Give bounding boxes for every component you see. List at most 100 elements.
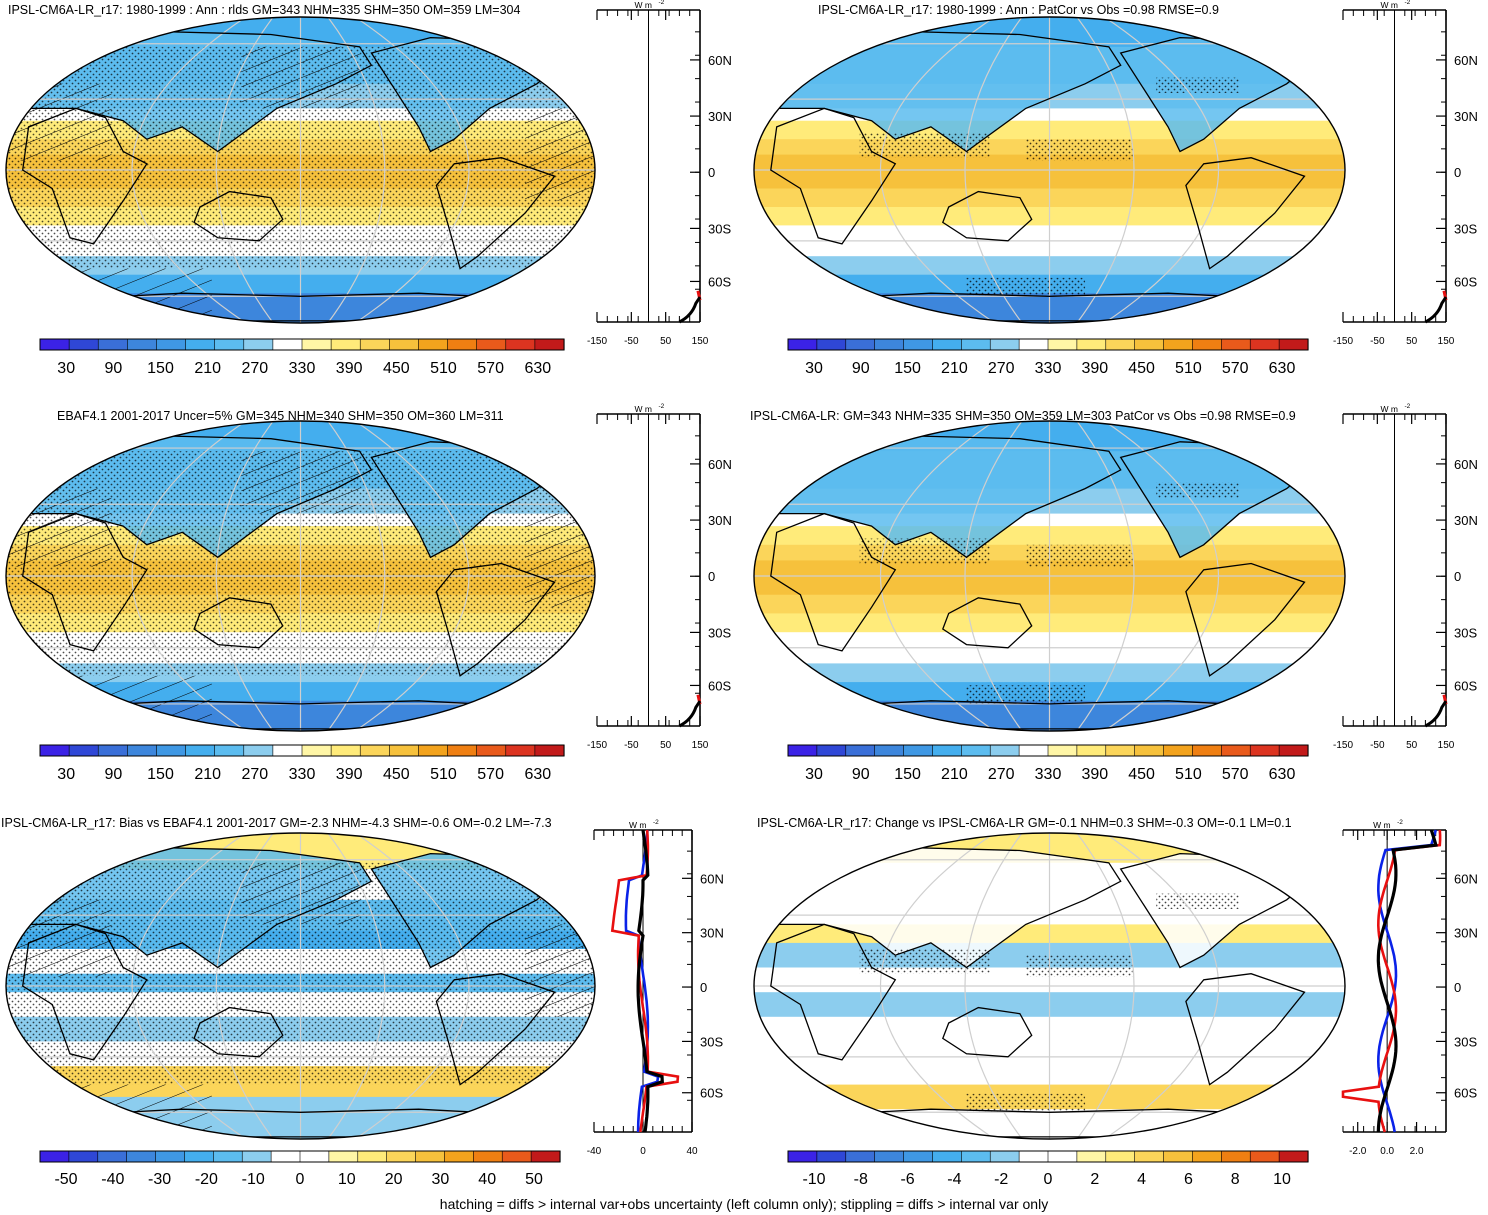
- colorbar-swatch: [505, 744, 536, 757]
- coastline-samerica: [435, 157, 556, 270]
- zonal-profile-5: -2.0 0.0 2.0 60N 30N 0 30S 60S W m -2: [1341, 819, 1478, 1157]
- panel-title: IPSL-CM6A-LR_r17: Bias vs EBAF4.1 2001-2…: [1, 816, 552, 830]
- profile-x-tick: 2.0: [1410, 1146, 1424, 1157]
- coastline-samerica: [1185, 973, 1306, 1086]
- colorbar-tick-label: 150: [147, 766, 174, 783]
- colorbar-swatch: [989, 744, 1020, 757]
- colorbar-swatch: [415, 1150, 446, 1163]
- colorbar-tick-label: 630: [1269, 766, 1296, 783]
- colorbar-tick-label: 570: [1222, 360, 1249, 377]
- colorbar-swatch: [501, 1150, 532, 1163]
- colorbar-swatch: [1249, 338, 1280, 351]
- colorbar-swatch: [961, 744, 991, 757]
- colorbar-tick-label: 0: [296, 1171, 305, 1188]
- colorbar-tick-label: 20: [385, 1171, 403, 1188]
- colorbar-swatch: [243, 338, 274, 351]
- colorbar-tick-label: -10: [242, 1171, 265, 1188]
- colorbar-tick-label: 630: [1269, 360, 1296, 377]
- colorbar-swatch: [97, 338, 128, 351]
- zonal-profile-3: -150 -50 50 150 60N 30N 0 30S 60S W m -2: [1333, 403, 1478, 751]
- colorbar-swatch: [1134, 338, 1165, 351]
- colorbar-swatch: [39, 338, 70, 351]
- colorbar-tick-label: 210: [194, 766, 221, 783]
- coastline-africa: [770, 923, 897, 1061]
- coastline-australia: [942, 1006, 1033, 1058]
- zonal-profile-0: -150 -50 50 150 60N 30N 0 30S 60S W m -2: [587, 0, 732, 347]
- colorbar-tick-label: -2: [994, 1171, 1008, 1188]
- colorbar-0: 30 90 150 210 270 330 390 450 510 570 630: [39, 338, 565, 377]
- colorbar-swatch: [243, 744, 274, 757]
- colorbar-swatch: [1047, 744, 1078, 757]
- profile-x-tick: 150: [692, 740, 709, 751]
- latitude-label: 30S: [708, 221, 731, 236]
- panel-title: IPSL-CM6A-LR: GM=343 NHM=335 SHM=350 OM=…: [750, 409, 1296, 423]
- colorbar-swatch: [359, 338, 390, 351]
- profile-x-tick: 0.0: [1380, 1146, 1394, 1157]
- colorbar-tick-label: 10: [1273, 1171, 1291, 1188]
- profile-series-line: [678, 296, 702, 324]
- latitude-label: 30N: [1454, 109, 1478, 124]
- colorbar-tick-label: 90: [852, 766, 870, 783]
- colorbar-tick-label: 510: [430, 360, 457, 377]
- colorbar-tick-label: 30: [57, 766, 75, 783]
- profile-unit: W m: [1381, 0, 1398, 10]
- colorbar-swatch: [330, 338, 361, 351]
- map-border: [5, 16, 596, 324]
- coastline-greenland: [512, 24, 568, 57]
- panel-title: EBAF4.1 2001-2017 Uncer=5% GM=345 NHM=34…: [57, 409, 504, 423]
- colorbar-swatch: [816, 338, 847, 351]
- colorbar-tick-label: 4: [1137, 1171, 1146, 1188]
- colorbar-tick-label: 0: [1044, 1171, 1053, 1188]
- coastline-greenland: [1262, 24, 1318, 57]
- colorbar-swatch: [1278, 338, 1309, 351]
- colorbar-tick-label: 210: [194, 360, 221, 377]
- profile-x-tick: 50: [1406, 740, 1418, 751]
- latitude-label: 60N: [1454, 457, 1478, 472]
- latitude-label: 30N: [1454, 513, 1478, 528]
- colorbar-swatch: [1047, 338, 1078, 351]
- colorbar-tick-label: 90: [852, 360, 870, 377]
- colorbar-swatch: [389, 744, 420, 757]
- colorbar-swatch: [476, 744, 507, 757]
- colorbar-tick-label: 30: [805, 766, 823, 783]
- coastline-africa: [770, 512, 897, 652]
- colorbar-tick-label: -4: [947, 1171, 961, 1188]
- latitude-label: 60S: [1454, 274, 1477, 289]
- colorbar-swatch: [534, 744, 565, 757]
- colorbar-swatch: [1134, 744, 1165, 757]
- colorbar-swatch: [39, 1150, 70, 1163]
- profile-x-tick: -50: [1370, 336, 1385, 347]
- colorbar-swatch: [505, 338, 536, 351]
- profile-x-tick: -150: [587, 336, 607, 347]
- profile-x-tick: -50: [1370, 740, 1385, 751]
- profile-x-tick: 40: [686, 1146, 698, 1157]
- profile-x-tick: 150: [1438, 740, 1455, 751]
- colorbar-tick-label: 330: [1035, 766, 1062, 783]
- colorbar-swatch: [1221, 338, 1251, 351]
- colorbar-tick-label: 210: [941, 360, 968, 377]
- colorbar-swatch: [476, 338, 507, 351]
- colorbar-swatch: [903, 1150, 934, 1163]
- profile-unit: W m: [635, 404, 652, 414]
- colorbar-swatch: [816, 744, 847, 757]
- profile-x-tick: -150: [1333, 740, 1353, 751]
- profile-x-tick: -50: [624, 336, 639, 347]
- latitude-label: 30S: [1454, 1034, 1477, 1049]
- colorbar-swatch: [530, 1150, 561, 1163]
- colorbar-swatch: [185, 338, 216, 351]
- colorbar-tick-label: 210: [941, 766, 968, 783]
- colorbar-swatch: [534, 338, 565, 351]
- latitude-label: 60N: [708, 457, 732, 472]
- world-map-5: [753, 832, 1346, 1140]
- profile-unit: W m: [629, 820, 646, 830]
- colorbar-tick-label: 150: [894, 360, 921, 377]
- colorbar-swatch: [127, 338, 158, 351]
- coastline-samerica: [1185, 157, 1306, 270]
- colorbar-swatch: [903, 744, 934, 757]
- colorbar-tick-label: 390: [336, 360, 363, 377]
- colorbar-swatch: [214, 338, 245, 351]
- profile-x-tick: -150: [1333, 336, 1353, 347]
- profile-series-line: [1424, 700, 1448, 728]
- colorbar-swatch: [156, 744, 187, 757]
- colorbar-swatch: [330, 744, 361, 757]
